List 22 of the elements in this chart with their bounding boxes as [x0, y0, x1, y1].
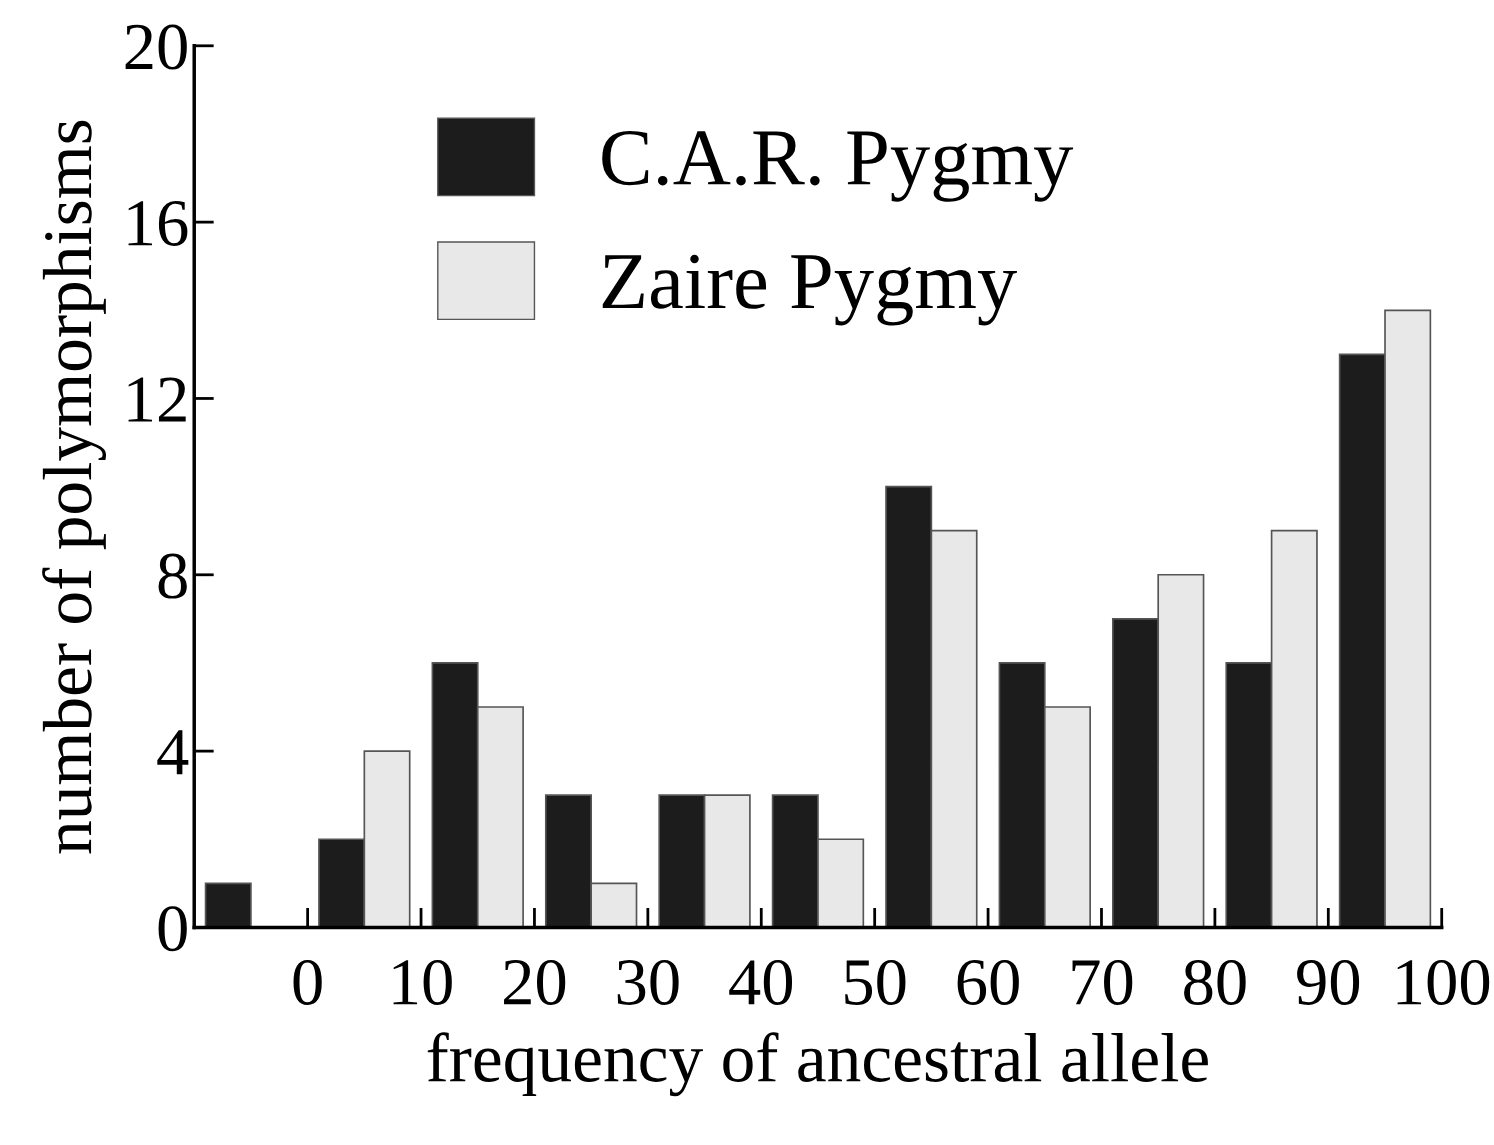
y-tick-label: 4: [157, 730, 189, 775]
y-tick-label: 20: [125, 24, 187, 70]
x-tick-label: 10: [393, 959, 452, 1005]
y-tick-label: 0: [158, 906, 187, 952]
x-tick-label: 60: [957, 959, 1019, 1005]
y-axis-title: number of polymorphisms: [42, 120, 107, 854]
bar: [204, 882, 252, 928]
y-tick-label: 8: [158, 553, 187, 599]
x-tick-label: 80: [1184, 959, 1246, 1005]
x-tick-label: 20: [504, 959, 566, 1005]
legend-label: Zaire Pygmy: [602, 254, 1017, 326]
x-axis-title: frequency of ancestral allele: [427, 1032, 1208, 1097]
x-tick-label: 90: [1297, 959, 1360, 1005]
x-tick-label: 0: [293, 959, 322, 1005]
x-tick-label: 70: [1072, 959, 1133, 1005]
x-tick-label: 30: [617, 959, 679, 1005]
y-tick-label: 12: [128, 377, 186, 422]
x-tick-label: 40: [729, 959, 793, 1005]
x-tick-label: 50: [845, 959, 906, 1005]
x-tick-label: 100: [1397, 959, 1490, 1005]
y-tick-label: 16: [128, 201, 188, 246]
legend-label: C.A.R. Pygmy: [602, 131, 1074, 202]
